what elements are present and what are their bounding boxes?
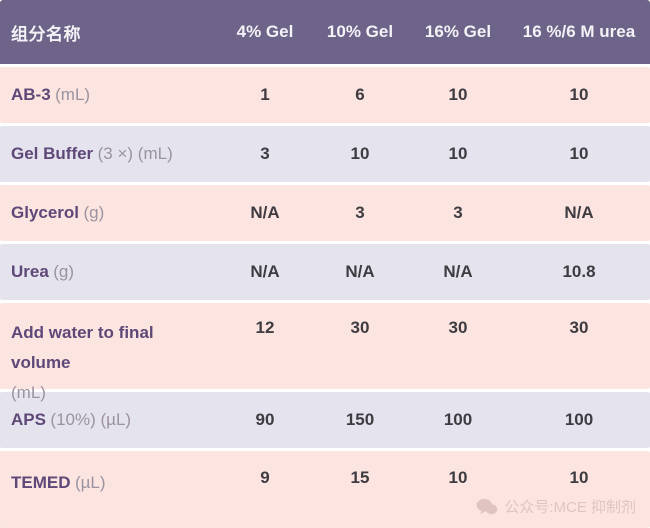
component-name: Gel Buffer: [11, 144, 94, 163]
component-name: Urea: [11, 262, 49, 281]
component-unit: (mL): [55, 85, 91, 104]
table-row-urea: Urea (g) N/A N/A N/A 10.8: [0, 244, 650, 300]
row-label: Glycerol (g): [0, 198, 218, 228]
row-label: APS (10%) (µL): [0, 405, 218, 435]
component-name: AB-3: [11, 85, 51, 104]
table-cell: 10.8: [562, 262, 596, 281]
component-unit: (g): [53, 262, 75, 281]
table-cell: 10: [448, 468, 468, 487]
table-cell: 10: [448, 144, 468, 163]
table-row-gel-buffer: Gel Buffer (3 ×) (mL) 3 10 10 10: [0, 126, 650, 182]
column-header-4pct-gel: 4% Gel: [236, 22, 294, 41]
table-cell: 100: [443, 410, 473, 429]
component-unit: (µL): [74, 473, 106, 492]
table-cell: 12: [255, 318, 275, 337]
table-cell: 30: [448, 318, 468, 337]
table-cell: 6: [355, 85, 365, 104]
table-row-glycerol: Glycerol (g) N/A 3 3 N/A: [0, 185, 650, 241]
column-header-10pct-gel: 10% Gel: [326, 22, 394, 41]
component-unit: (10%) (µL): [50, 410, 132, 429]
table-cell: 3: [260, 144, 270, 163]
table-cell: 15: [350, 468, 370, 487]
table-cell: 3: [453, 203, 463, 222]
component-name: Add water to final volume: [11, 323, 154, 372]
table-cell: 10: [350, 144, 370, 163]
column-header-component-name: 组分名称: [11, 24, 81, 44]
table-cell: 30: [350, 318, 370, 337]
column-header-16pct-urea: 16 %/6 M urea: [522, 22, 636, 41]
table-cell: 9: [260, 468, 270, 487]
table-cell: 90: [255, 410, 275, 429]
row-label: Urea (g): [0, 257, 218, 287]
table-cell: 1: [260, 85, 270, 104]
column-header-16pct-gel: 16% Gel: [424, 22, 492, 41]
table-cell: 10: [448, 85, 468, 104]
component-unit: (3 ×) (mL): [97, 144, 173, 163]
table-cell: N/A: [345, 262, 375, 281]
table-cell: N/A: [250, 262, 280, 281]
table-row-aps: APS (10%) (µL) 90 150 100 100: [0, 392, 650, 448]
table-row-ab3: AB-3 (mL) 1 6 10 10: [0, 67, 650, 123]
table-cell: 30: [569, 318, 589, 337]
table-cell: 10: [569, 468, 589, 487]
table-cell: 10: [569, 144, 589, 163]
table-cell: N/A: [250, 203, 280, 222]
table-cell: 3: [355, 203, 365, 222]
table-cell: 100: [564, 410, 594, 429]
table-header-row: 组分名称 4% Gel 10% Gel 16% Gel 16 %/6 M ure…: [0, 0, 650, 64]
table-cell: N/A: [443, 262, 473, 281]
table-row-temed: TEMED (µL) 9 15 10 10: [0, 451, 650, 528]
table-cell: 150: [345, 410, 375, 429]
component-name: APS: [11, 410, 46, 429]
component-unit: (g): [83, 203, 105, 222]
row-label: AB-3 (mL): [0, 80, 218, 110]
component-unit: (mL): [11, 383, 46, 402]
table-cell: 10: [569, 85, 589, 104]
table-row-add-water: Add water to final volume (mL) 12 30 30 …: [0, 303, 650, 402]
table-cell: N/A: [564, 203, 594, 222]
row-label: TEMED (µL): [0, 451, 218, 498]
component-name: TEMED: [11, 473, 71, 492]
row-label: Add water to final volume (mL): [0, 303, 218, 407]
component-name: Glycerol: [11, 203, 80, 222]
row-label: Gel Buffer (3 ×) (mL): [0, 139, 218, 169]
